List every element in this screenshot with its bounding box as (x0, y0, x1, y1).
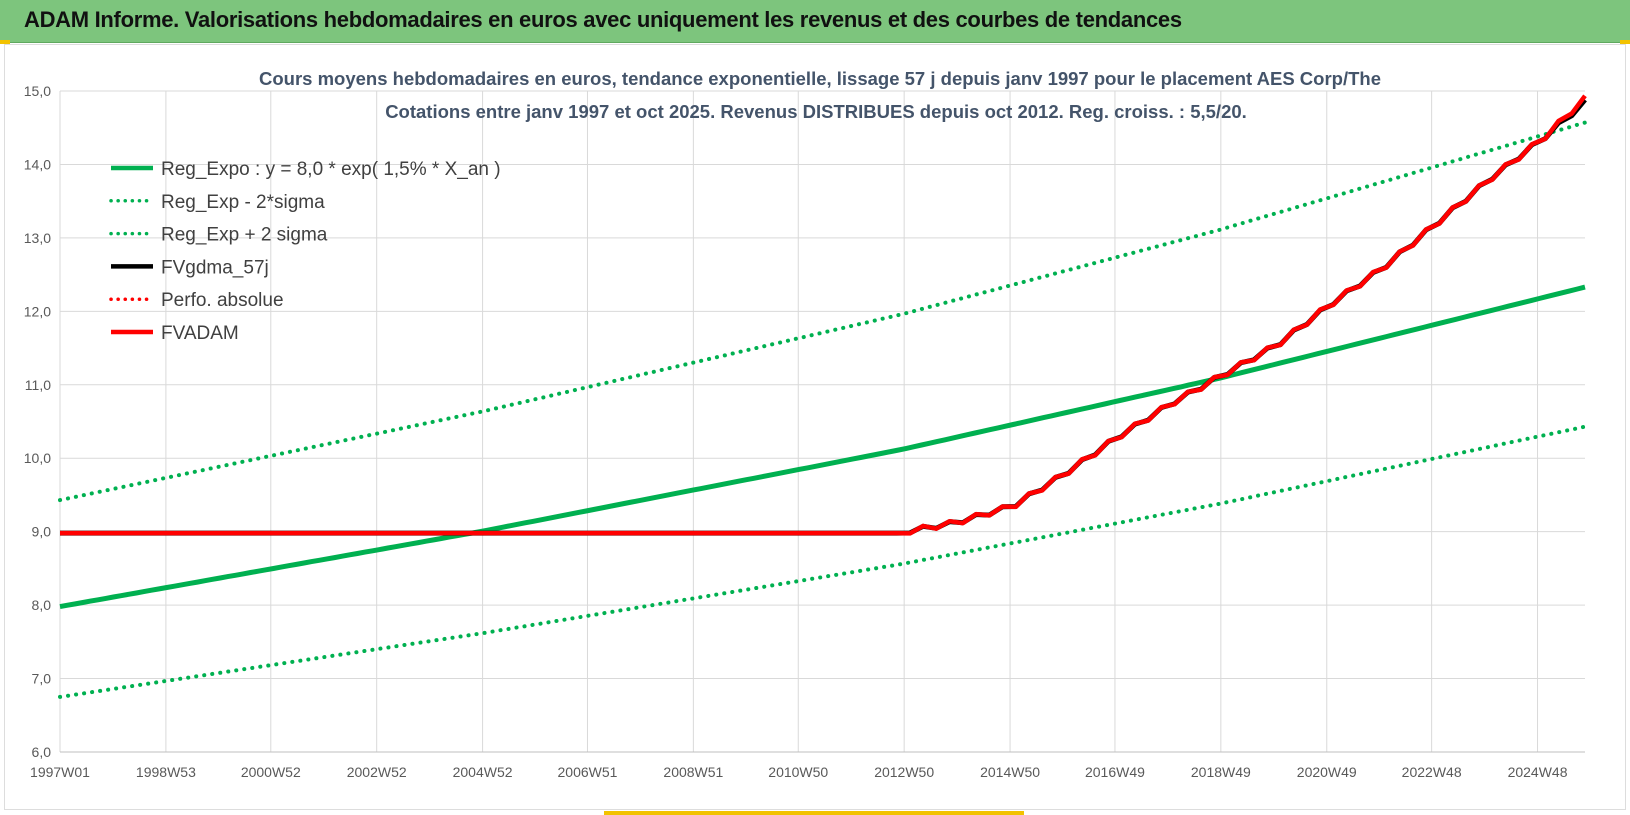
chart-subtitle: Cotations entre janv 1997 et oct 2025. R… (385, 101, 1247, 122)
x-tick-label: 2002W52 (347, 764, 407, 780)
corner-mark-top-left (0, 40, 10, 44)
chart-frame (4, 44, 1626, 810)
series-line-reg-expo-y-8-0-exp-1-5-x-an (59, 284, 1586, 610)
y-tick-label: 11,0 (25, 377, 51, 393)
x-tick-label: 2022W48 (1402, 764, 1462, 780)
legend-label: Reg_Exp + 2 sigma (161, 225, 328, 246)
x-tick-label: 2012W50 (874, 764, 934, 780)
x-tick-label: 2006W51 (558, 764, 618, 780)
y-tick-label: 7,0 (32, 671, 52, 687)
series-line-fvadam (60, 94, 1587, 536)
y-tick-label: 13,0 (24, 230, 51, 246)
x-tick-label: 2014W50 (980, 764, 1040, 780)
y-tick-label: 6,0 (32, 744, 52, 760)
legend-label: Perfo. absolue (161, 290, 284, 311)
y-tick-label: 9,0 (32, 524, 52, 540)
legend-label: Reg_Expo : y = 8,0 * exp( 1,5% * X_an ) (161, 159, 501, 180)
series-line-reg-exp-2-sigma (58, 424, 1587, 699)
legend-label: FVADAM (161, 323, 239, 344)
header-band: ADAM Informe. Valorisations hebdomadaire… (0, 0, 1630, 43)
grid (59, 90, 1585, 753)
x-tick-label: 1997W01 (30, 764, 90, 780)
y-tick-label: 14,0 (24, 156, 51, 172)
x-tick-label: 2018W49 (1191, 764, 1251, 780)
series-line-reg-exp-2-sigma (58, 120, 1587, 503)
x-tick-label: 2016W49 (1085, 764, 1145, 780)
y-tick-label: 15,0 (24, 83, 51, 99)
y-tick-label: 10,0 (24, 450, 51, 466)
corner-mark-bottom (604, 811, 1024, 815)
legend-label: FVgdma_57j (161, 257, 269, 278)
header-title: ADAM Informe. Valorisations hebdomadaire… (24, 7, 1182, 32)
chart-title: Cours moyens hebdomadaires en euros, ten… (259, 68, 1381, 89)
legend-label: Reg_Exp - 2*sigma (161, 192, 325, 213)
x-tick-label: 2020W49 (1297, 764, 1357, 780)
x-tick-label: 2010W50 (768, 764, 828, 780)
corner-mark-top-right (1620, 40, 1630, 44)
series-group (58, 94, 1587, 699)
legend: Reg_Expo : y = 8,0 * exp( 1,5% * X_an ) R… (109, 159, 501, 344)
x-tick-label: 2008W51 (663, 764, 723, 780)
x-tick-label: 2024W48 (1508, 764, 1568, 780)
x-tick-label: 1998W53 (136, 764, 196, 780)
axes: 6,0 7,0 8,0 9,0 10,0 11,0 12,0 13,0 14,0 15,0 1997… (24, 83, 1585, 780)
x-tick-label: 2000W52 (241, 764, 301, 780)
y-tick-label: 12,0 (24, 303, 51, 319)
x-tick-label: 2004W52 (453, 764, 513, 780)
y-tick-label: 8,0 (32, 597, 52, 613)
